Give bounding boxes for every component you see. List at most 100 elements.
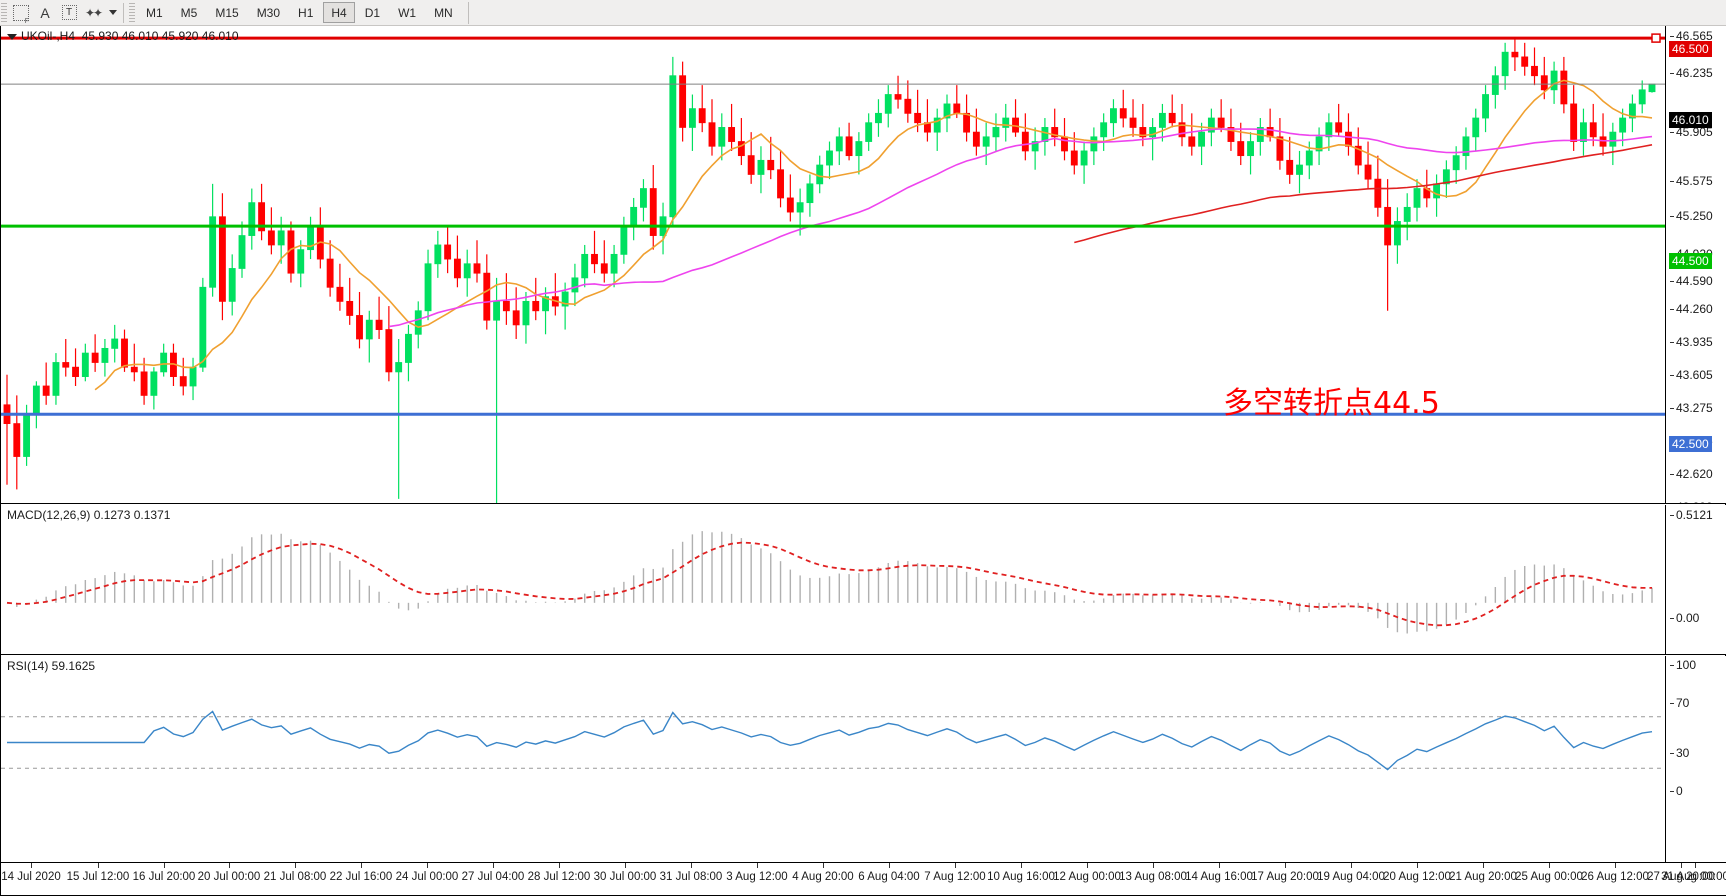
time-axis-label: 24 Jul 00:00	[395, 871, 459, 883]
toolbar-divider	[123, 2, 124, 23]
main-toolbar: A T ✦✦ M1 M5 M15 M30 H1 H4 D1 W1 MN	[0, 0, 1726, 26]
price-axis-tick: 45.905	[1670, 125, 1723, 139]
price-axis-badge-red[interactable]: 46.500	[1669, 41, 1712, 57]
time-axis-tick	[1695, 863, 1696, 868]
time-axis-label: 10 Aug 16:00	[987, 871, 1055, 883]
time-axis-tick	[295, 863, 296, 868]
price-axis-tick: 45.575	[1670, 174, 1723, 188]
time-axis-label: 17 Aug 20:00	[1251, 871, 1319, 883]
text-box-icon[interactable]: T	[58, 2, 80, 24]
price-axis-tick: 44.590	[1670, 274, 1723, 288]
rsi-plot-area[interactable]: RSI(14) 59.1625	[1, 656, 1666, 862]
time-axis-label: 19 Aug 04:00	[1317, 871, 1385, 883]
time-axis-tick	[1351, 863, 1352, 868]
time-axis-tick	[427, 863, 428, 868]
objects-dropdown-caret-icon[interactable]	[106, 2, 118, 24]
time-axis-tick	[1549, 863, 1550, 868]
price-axis-tick: 44.260	[1670, 302, 1723, 316]
timeframe-m1[interactable]: M1	[146, 5, 163, 20]
rsi-axis-tick: 30	[1670, 746, 1723, 760]
time-axis-tick	[98, 863, 99, 868]
timeframe-mn[interactable]: MN	[434, 5, 453, 20]
time-axis-tick	[889, 863, 890, 868]
time-axis-tick	[625, 863, 626, 868]
time-axis-tick	[1681, 863, 1682, 868]
chart-window[interactable]: UKOil-,H4 45.930 46.010 45.920 46.010 多空…	[0, 26, 1726, 896]
timeframe-d1[interactable]: D1	[364, 5, 381, 20]
timeframe-m5[interactable]: M5	[180, 5, 198, 20]
time-axis-label: 31 Aug 00:00	[1661, 871, 1726, 883]
time-axis-tick	[823, 863, 824, 868]
crosshair-icon[interactable]	[10, 2, 32, 25]
time-axis-tick	[31, 863, 32, 868]
time-axis-label: 3 Aug 12:00	[726, 871, 788, 883]
price-pane[interactable]: UKOil-,H4 45.930 46.010 45.920 46.010 多空…	[1, 26, 1726, 504]
macd-axis-tick: 0.5121	[1670, 508, 1723, 522]
time-axis-tick	[1153, 863, 1154, 868]
time-axis-tick	[1615, 863, 1616, 868]
price-axis-tick: 42.620	[1670, 467, 1723, 481]
rsi-axis-tick: 100	[1670, 658, 1723, 672]
time-axis-label: 14 Aug 16:00	[1185, 871, 1253, 883]
macd-label: MACD(12,26,9) 0.1273 0.1371	[7, 508, 171, 522]
timeframe-drag-handle[interactable]	[129, 2, 135, 23]
rsi-axis[interactable]: 100 70 30 0	[1667, 656, 1726, 862]
price-axis[interactable]: 46.56546.23545.90545.57545.25044.92044.5…	[1667, 26, 1726, 503]
time-axis-label: 7 Aug 12:00	[924, 871, 986, 883]
toolbar-end-divider	[467, 1, 469, 24]
time-axis-label: 14 Jul 2020	[1, 871, 61, 883]
price-axis-tick: 46.235	[1670, 66, 1723, 80]
ohlc-values: 45.930 46.010 45.920 46.010	[81, 29, 239, 43]
price-axis-tick: 42.290	[1676, 500, 1723, 503]
time-axis-tick	[1285, 863, 1286, 868]
time-axis-label: 25 Aug 00:00	[1515, 871, 1583, 883]
time-axis-tick	[955, 863, 956, 868]
toolbar-drag-handle[interactable]	[1, 2, 7, 23]
rsi-axis-tick: 0	[1670, 784, 1723, 798]
time-axis-label: 16 Jul 20:00	[132, 871, 196, 883]
price-annotation-text: 多空转折点44.5	[1223, 386, 1440, 421]
timeframe-m15[interactable]: M15	[215, 5, 239, 20]
time-axis-tick	[1021, 863, 1022, 868]
price-axis-tick: 46.565	[1670, 29, 1723, 43]
price-axis-tick: 45.250	[1670, 209, 1723, 223]
time-axis-tick	[361, 863, 362, 868]
time-axis-label: 12 Aug 00:00	[1053, 871, 1121, 883]
time-axis-label: 22 Jul 16:00	[329, 871, 393, 883]
time-axis-tick	[691, 863, 692, 868]
rsi-label: RSI(14) 59.1625	[7, 659, 96, 673]
rsi-pane[interactable]: RSI(14) 59.1625 100 70 30 0	[1, 656, 1726, 862]
price-plot-area[interactable]: UKOil-,H4 45.930 46.010 45.920 46.010 多空…	[1, 26, 1666, 503]
time-axis-label: 27 Jul 04:00	[461, 871, 525, 883]
timeframe-w1[interactable]: W1	[398, 5, 417, 20]
price-axis-badge-blue[interactable]: 42.500	[1669, 436, 1712, 452]
time-axis-label: 26 Aug 12:00	[1581, 871, 1649, 883]
time-axis-tick	[1087, 863, 1088, 868]
macd-pane[interactable]: MACD(12,26,9) 0.1273 0.1371 0.51210.00-0…	[1, 505, 1726, 655]
objects-icon[interactable]: ✦✦	[84, 5, 103, 20]
text-label-icon[interactable]: A	[40, 4, 50, 21]
time-axis-tick	[1483, 863, 1484, 868]
price-axis-tick: 43.275	[1670, 401, 1723, 415]
collapse-triangle-icon[interactable]	[7, 33, 17, 40]
time-axis-label: 31 Jul 08:00	[659, 871, 723, 883]
time-axis-tick	[559, 863, 560, 868]
rsi-svg	[1, 710, 1665, 771]
time-axis-label: 21 Jul 08:00	[263, 871, 327, 883]
rsi-axis-tick: 70	[1670, 696, 1723, 710]
time-axis-label: 30 Jul 00:00	[593, 871, 657, 883]
price-axis-badge-black[interactable]: 46.010	[1669, 112, 1712, 128]
time-axis-label: 6 Aug 04:00	[858, 871, 920, 883]
price-axis-tick: 43.605	[1670, 368, 1723, 382]
macd-plot-area[interactable]: MACD(12,26,9) 0.1273 0.1371	[1, 505, 1666, 654]
time-axis-label: 4 Aug 20:00	[792, 871, 854, 883]
timeframe-h1[interactable]: H1	[298, 5, 314, 20]
timeframe-m30[interactable]: M30	[256, 5, 281, 20]
symbol-label: UKOil-,H4	[21, 29, 76, 43]
timeframe-h4[interactable]: H4	[323, 2, 355, 23]
macd-axis-tick: 0.00	[1670, 611, 1723, 625]
price-axis-tick: 43.935	[1670, 335, 1723, 349]
time-axis[interactable]: 14 Jul 2020 15 Jul 12:00 16 Jul 20:00 20 Ju…	[1, 862, 1726, 895]
price-axis-badge-green[interactable]: 44.500	[1669, 253, 1712, 269]
